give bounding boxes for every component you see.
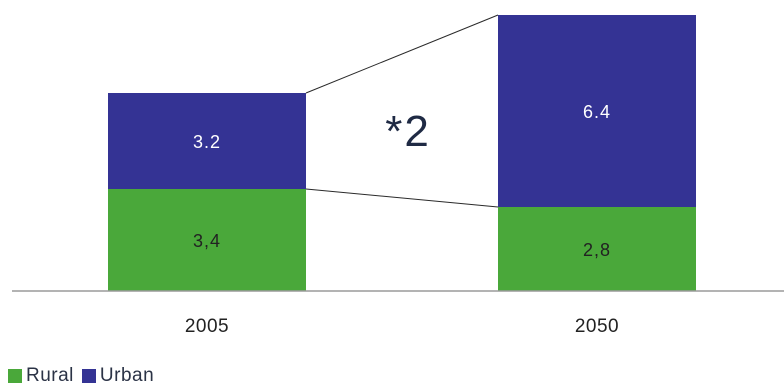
connector-line-top (305, 14, 499, 94)
bar-rural-2005 (108, 189, 306, 291)
legend-swatch-rural (8, 369, 22, 383)
legend-swatch-urban (81, 369, 96, 383)
bar-urban-2050 (498, 15, 696, 207)
legend-item-urban: Urban (81, 365, 155, 387)
legend-label-urban: Urban (99, 365, 155, 386)
category-label-2050: 2050 (575, 316, 619, 337)
connector-line-bottom (305, 188, 499, 208)
legend-item-rural: Rural (8, 365, 74, 387)
legend-label-rural: Rural (26, 365, 74, 386)
multiplier-annotation: *2 (385, 107, 431, 156)
data-label-rural-2050: 2,8 (583, 240, 611, 260)
data-label-urban-2005: 3.2 (193, 132, 221, 152)
bar-urban-2005 (108, 93, 306, 189)
bar-rural-2050 (498, 207, 696, 291)
category-label-2005: 2005 (185, 316, 229, 337)
legend: Rural Urban (8, 365, 162, 387)
data-label-rural-2005: 3,4 (193, 231, 221, 251)
data-label-urban-2050: 6.4 (583, 102, 611, 122)
